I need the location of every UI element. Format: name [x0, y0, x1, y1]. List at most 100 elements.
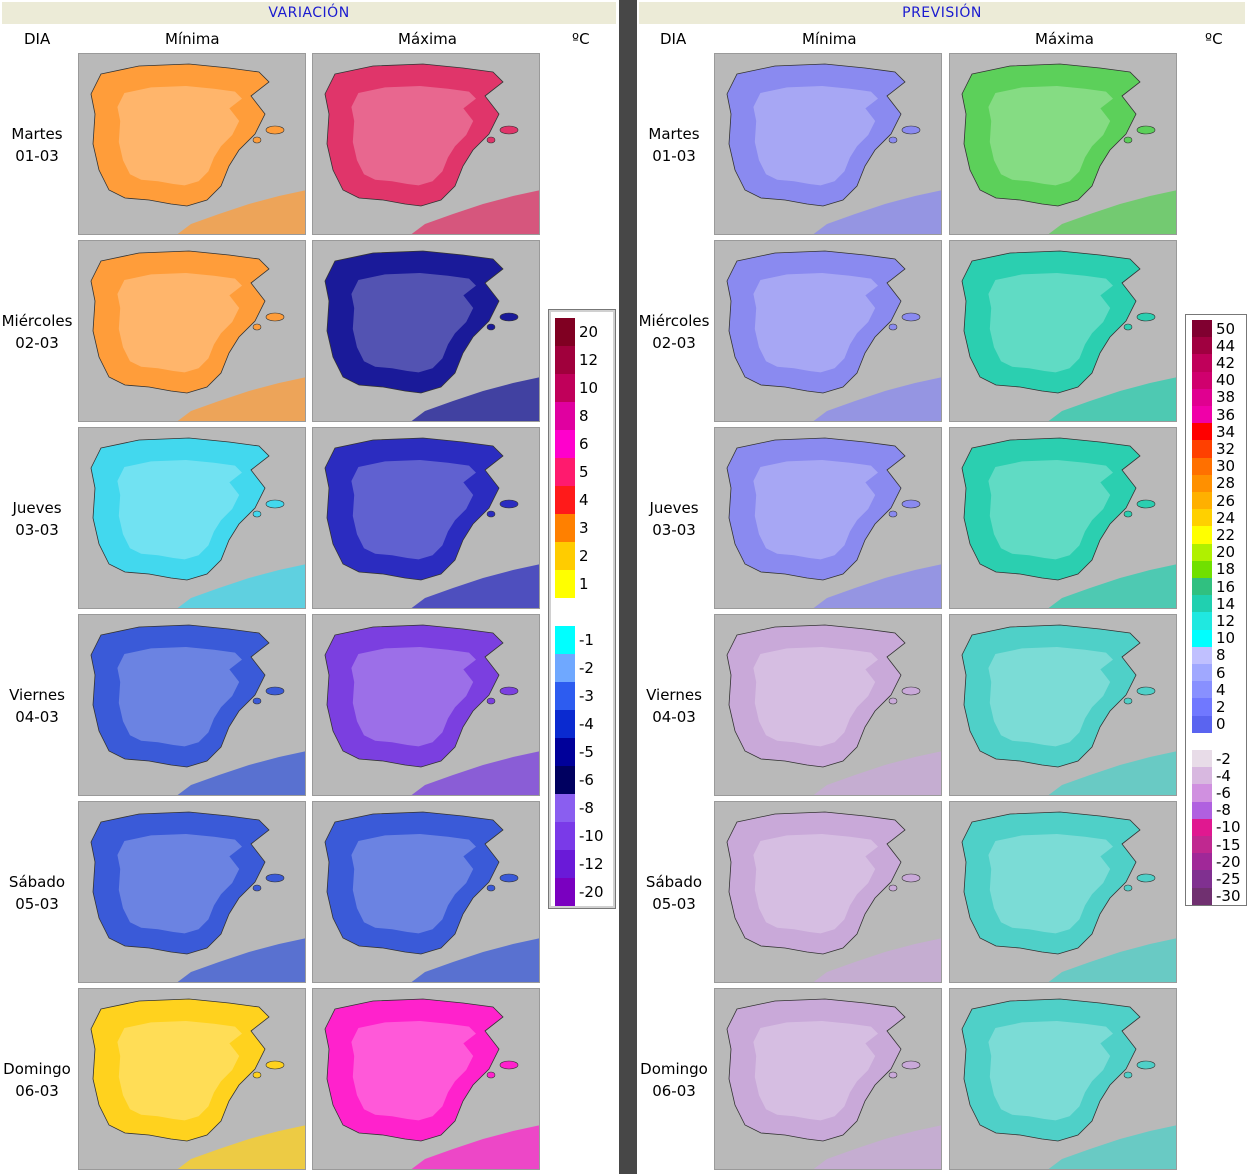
day-name: Viernes	[646, 686, 702, 704]
legend-swatch	[555, 570, 575, 598]
legend-swatch	[1192, 354, 1212, 372]
day-name: Jueves	[649, 499, 699, 517]
legend-label: 1	[579, 575, 589, 593]
legend-label: 4	[579, 491, 589, 509]
legend-label: -8	[579, 799, 594, 817]
day-date: 04-03	[15, 708, 59, 726]
legend-label: -25	[1216, 869, 1241, 888]
variacion-minima-map	[78, 614, 306, 796]
legend-swatch	[1192, 423, 1212, 441]
variacion-maxima-map	[312, 988, 540, 1170]
prevision-maxima-map	[949, 427, 1177, 609]
legend-label: 50	[1216, 319, 1236, 338]
legend-label: 14	[1216, 594, 1236, 613]
legend-swatch	[1192, 801, 1212, 819]
legend-swatch	[1192, 595, 1212, 613]
legend-swatch	[555, 682, 575, 710]
day-date: 01-03	[652, 147, 696, 165]
variacion-maxima-map	[312, 240, 540, 422]
legend-swatch	[1192, 767, 1212, 785]
legend-swatch	[555, 710, 575, 738]
legend-swatch	[1192, 853, 1212, 871]
day-name: Martes	[648, 125, 700, 143]
legend-label: 10	[579, 379, 599, 397]
legend-label: -12	[579, 855, 604, 873]
legend-swatch	[1192, 836, 1212, 854]
legend-label: -3	[579, 687, 594, 705]
legend-label: 16	[1216, 577, 1236, 596]
legend-label: 6	[579, 435, 589, 453]
legend-swatch	[555, 458, 575, 486]
legend-label: 30	[1216, 457, 1236, 476]
variacion-minima-map	[78, 427, 306, 609]
legend-label: 8	[1216, 646, 1226, 665]
maxima-header: Máxima	[398, 30, 457, 48]
legend-label: 0	[1216, 715, 1226, 734]
prevision-maxima-map	[949, 988, 1177, 1170]
legend-swatch	[1192, 492, 1212, 510]
day-label: Viernes 04-03	[0, 684, 76, 728]
variacion-maxima-map	[312, 801, 540, 983]
legend-label: 40	[1216, 371, 1236, 390]
day-label: Miércoles 02-03	[635, 310, 713, 354]
day-date: 03-03	[15, 521, 59, 539]
day-name: Domingo	[3, 1060, 71, 1078]
legend-label: 18	[1216, 560, 1236, 579]
legend-label: 5	[579, 463, 589, 481]
legend-label: 24	[1216, 508, 1236, 527]
section-title: VARIACIÓN	[268, 5, 350, 21]
prevision-minima-map	[714, 240, 942, 422]
legend-swatch	[1192, 509, 1212, 527]
legend-swatch	[1192, 698, 1212, 716]
legend-swatch	[555, 430, 575, 458]
legend-label: 12	[1216, 611, 1236, 630]
day-label: Domingo 06-03	[635, 1058, 713, 1102]
legend-swatch	[1192, 320, 1212, 338]
prevision-maxima-map	[949, 240, 1177, 422]
legend-swatch	[1192, 406, 1212, 424]
legend-swatch	[1192, 750, 1212, 768]
day-label: Domingo 06-03	[0, 1058, 76, 1102]
prevision-maxima-map	[949, 53, 1177, 235]
panel-divider	[619, 0, 637, 1174]
variacion-minima-map	[78, 240, 306, 422]
legend-label: -30	[1216, 887, 1241, 906]
legend-label: 20	[579, 323, 599, 341]
minima-header: Mínima	[165, 30, 220, 48]
legend-label: 4	[1216, 680, 1226, 699]
prevision-minima-map	[714, 614, 942, 796]
variacion-minima-map	[78, 801, 306, 983]
legend-swatch	[1192, 543, 1212, 561]
legend-swatch	[555, 850, 575, 878]
variacion-maxima-map	[312, 53, 540, 235]
day-date: 01-03	[15, 147, 59, 165]
day-label: Miércoles 02-03	[0, 310, 76, 354]
prevision-minima-map	[714, 801, 942, 983]
legend-label: 42	[1216, 353, 1236, 372]
legend-label: 26	[1216, 491, 1236, 510]
legend-swatch	[555, 542, 575, 570]
variacion-minima-map	[78, 988, 306, 1170]
legend-label: -10	[1216, 818, 1241, 837]
legend-swatch	[1192, 440, 1212, 458]
legend-swatch	[1192, 732, 1212, 750]
legend-label: -10	[579, 827, 604, 845]
legend-label: -8	[1216, 801, 1231, 820]
prevision-legend: 50 44 42 40 38 36 34 32 30 28 26 24 22 20 18 16 14 12 10 8 6…	[1185, 314, 1247, 906]
day-name: Domingo	[640, 1060, 708, 1078]
prevision-maxima-map	[949, 614, 1177, 796]
legend-label: -20	[579, 883, 604, 901]
legend-swatch	[555, 486, 575, 514]
legend-swatch	[1192, 629, 1212, 647]
unit-header: ºC	[572, 30, 590, 48]
legend-label: -15	[1216, 835, 1241, 854]
legend-swatch	[555, 738, 575, 766]
day-date: 06-03	[652, 1082, 696, 1100]
section-header-prevision: PREVISIÓN	[639, 2, 1245, 24]
legend-swatch	[555, 402, 575, 430]
variacion-legend: 20 12 10 8 6 5 4 3 2 1 -1 -2 -3 -4 -5 -6 -8 -10 -12 -20	[548, 309, 616, 909]
section-title: PREVISIÓN	[902, 5, 982, 21]
legend-swatch	[555, 374, 575, 402]
legend-label: 2	[1216, 697, 1226, 716]
unit-header: ºC	[1205, 30, 1223, 48]
